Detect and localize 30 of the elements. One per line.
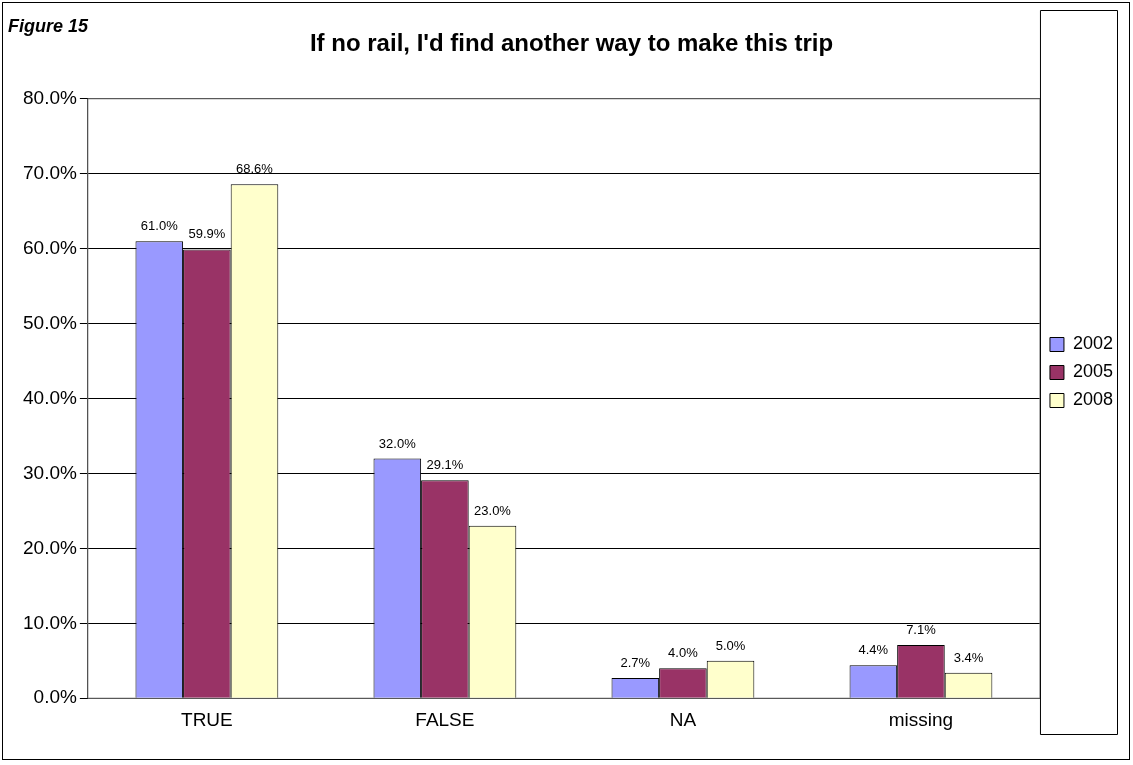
data-label: 4.4%	[858, 642, 889, 658]
x-tick-label: missing	[888, 708, 954, 730]
data-label: 29.1%	[426, 457, 464, 473]
data-label: 68.6%	[236, 161, 274, 177]
chart-title: If no rail, I'd find another way to make this trip	[309, 29, 834, 57]
caption: Figure 15	[8, 16, 89, 37]
legend-label: 2002	[1072, 333, 1113, 354]
data-label: 7.1%	[906, 622, 937, 638]
legend-label: 2005	[1072, 361, 1113, 382]
data-label: 4.0%	[668, 645, 699, 661]
x-tick-label: TRUE	[181, 708, 233, 730]
y-tick-label: 20.0%	[23, 536, 77, 558]
data-label: 23.0%	[474, 502, 512, 518]
legend-label: 2008	[1072, 389, 1113, 410]
y-tick-label: 80.0%	[23, 87, 77, 109]
data-label: 32.0%	[378, 435, 417, 451]
y-tick-label: 50.0%	[23, 311, 77, 333]
y-tick-label: 30.0%	[23, 461, 77, 483]
data-label: 2.7%	[620, 655, 651, 671]
x-tick-label: FALSE	[415, 708, 475, 730]
y-tick-label: 40.0%	[23, 386, 77, 408]
data-label: 3.4%	[953, 649, 984, 665]
x-tick-label: NA	[669, 708, 697, 730]
data-label: 61.0%	[140, 218, 179, 234]
y-tick-label: 0.0%	[33, 686, 77, 708]
y-tick-label: 60.0%	[23, 236, 77, 258]
data-label: 59.9%	[188, 226, 226, 242]
y-tick-label: 70.0%	[23, 161, 77, 183]
data-label: 5.0%	[715, 637, 746, 653]
y-tick-label: 10.0%	[23, 611, 77, 633]
